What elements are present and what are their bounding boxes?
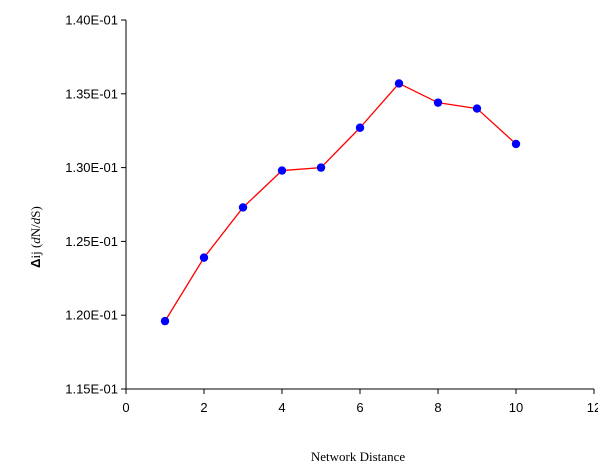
data-point [355,123,365,132]
y-axis-label: Δij (dN/dS) [28,206,43,268]
series-layer [160,79,521,326]
x-tick-label: 6 [356,400,363,415]
x-tick-label: 8 [434,400,441,415]
x-axis-label: Network Distance [311,449,405,463]
x-tick-label: 2 [200,400,207,415]
data-point [394,79,404,88]
series-line [164,82,517,322]
data-point [160,316,170,326]
data-point [472,104,482,113]
y-tick-label: 1.15E-01 [65,382,118,397]
data-point [316,163,326,172]
y-tick-label: 1.40E-01 [65,13,118,28]
data-point [511,139,521,149]
x-axis-ticks: 0 2 4 6 8 10 12 [122,389,598,415]
x-tick-label: 0 [122,400,129,415]
y-tick-label: 1.20E-01 [65,308,118,323]
data-point [277,166,287,175]
y-tick-label: 1.35E-01 [65,86,118,101]
data-point [199,253,209,262]
data-point [238,203,248,212]
x-tick-label: 4 [278,400,285,415]
data-point [433,98,443,107]
y-tick-label: 1.25E-01 [65,234,118,249]
x-tick-label: 10 [509,400,523,415]
y-tick-label: 1.30E-01 [65,160,118,175]
x-tick-label: 12 [587,400,598,415]
y-axis-ticks: 1.15E-01 1.20E-01 1.25E-01 1.30E-01 1.35E-01… [65,13,126,397]
